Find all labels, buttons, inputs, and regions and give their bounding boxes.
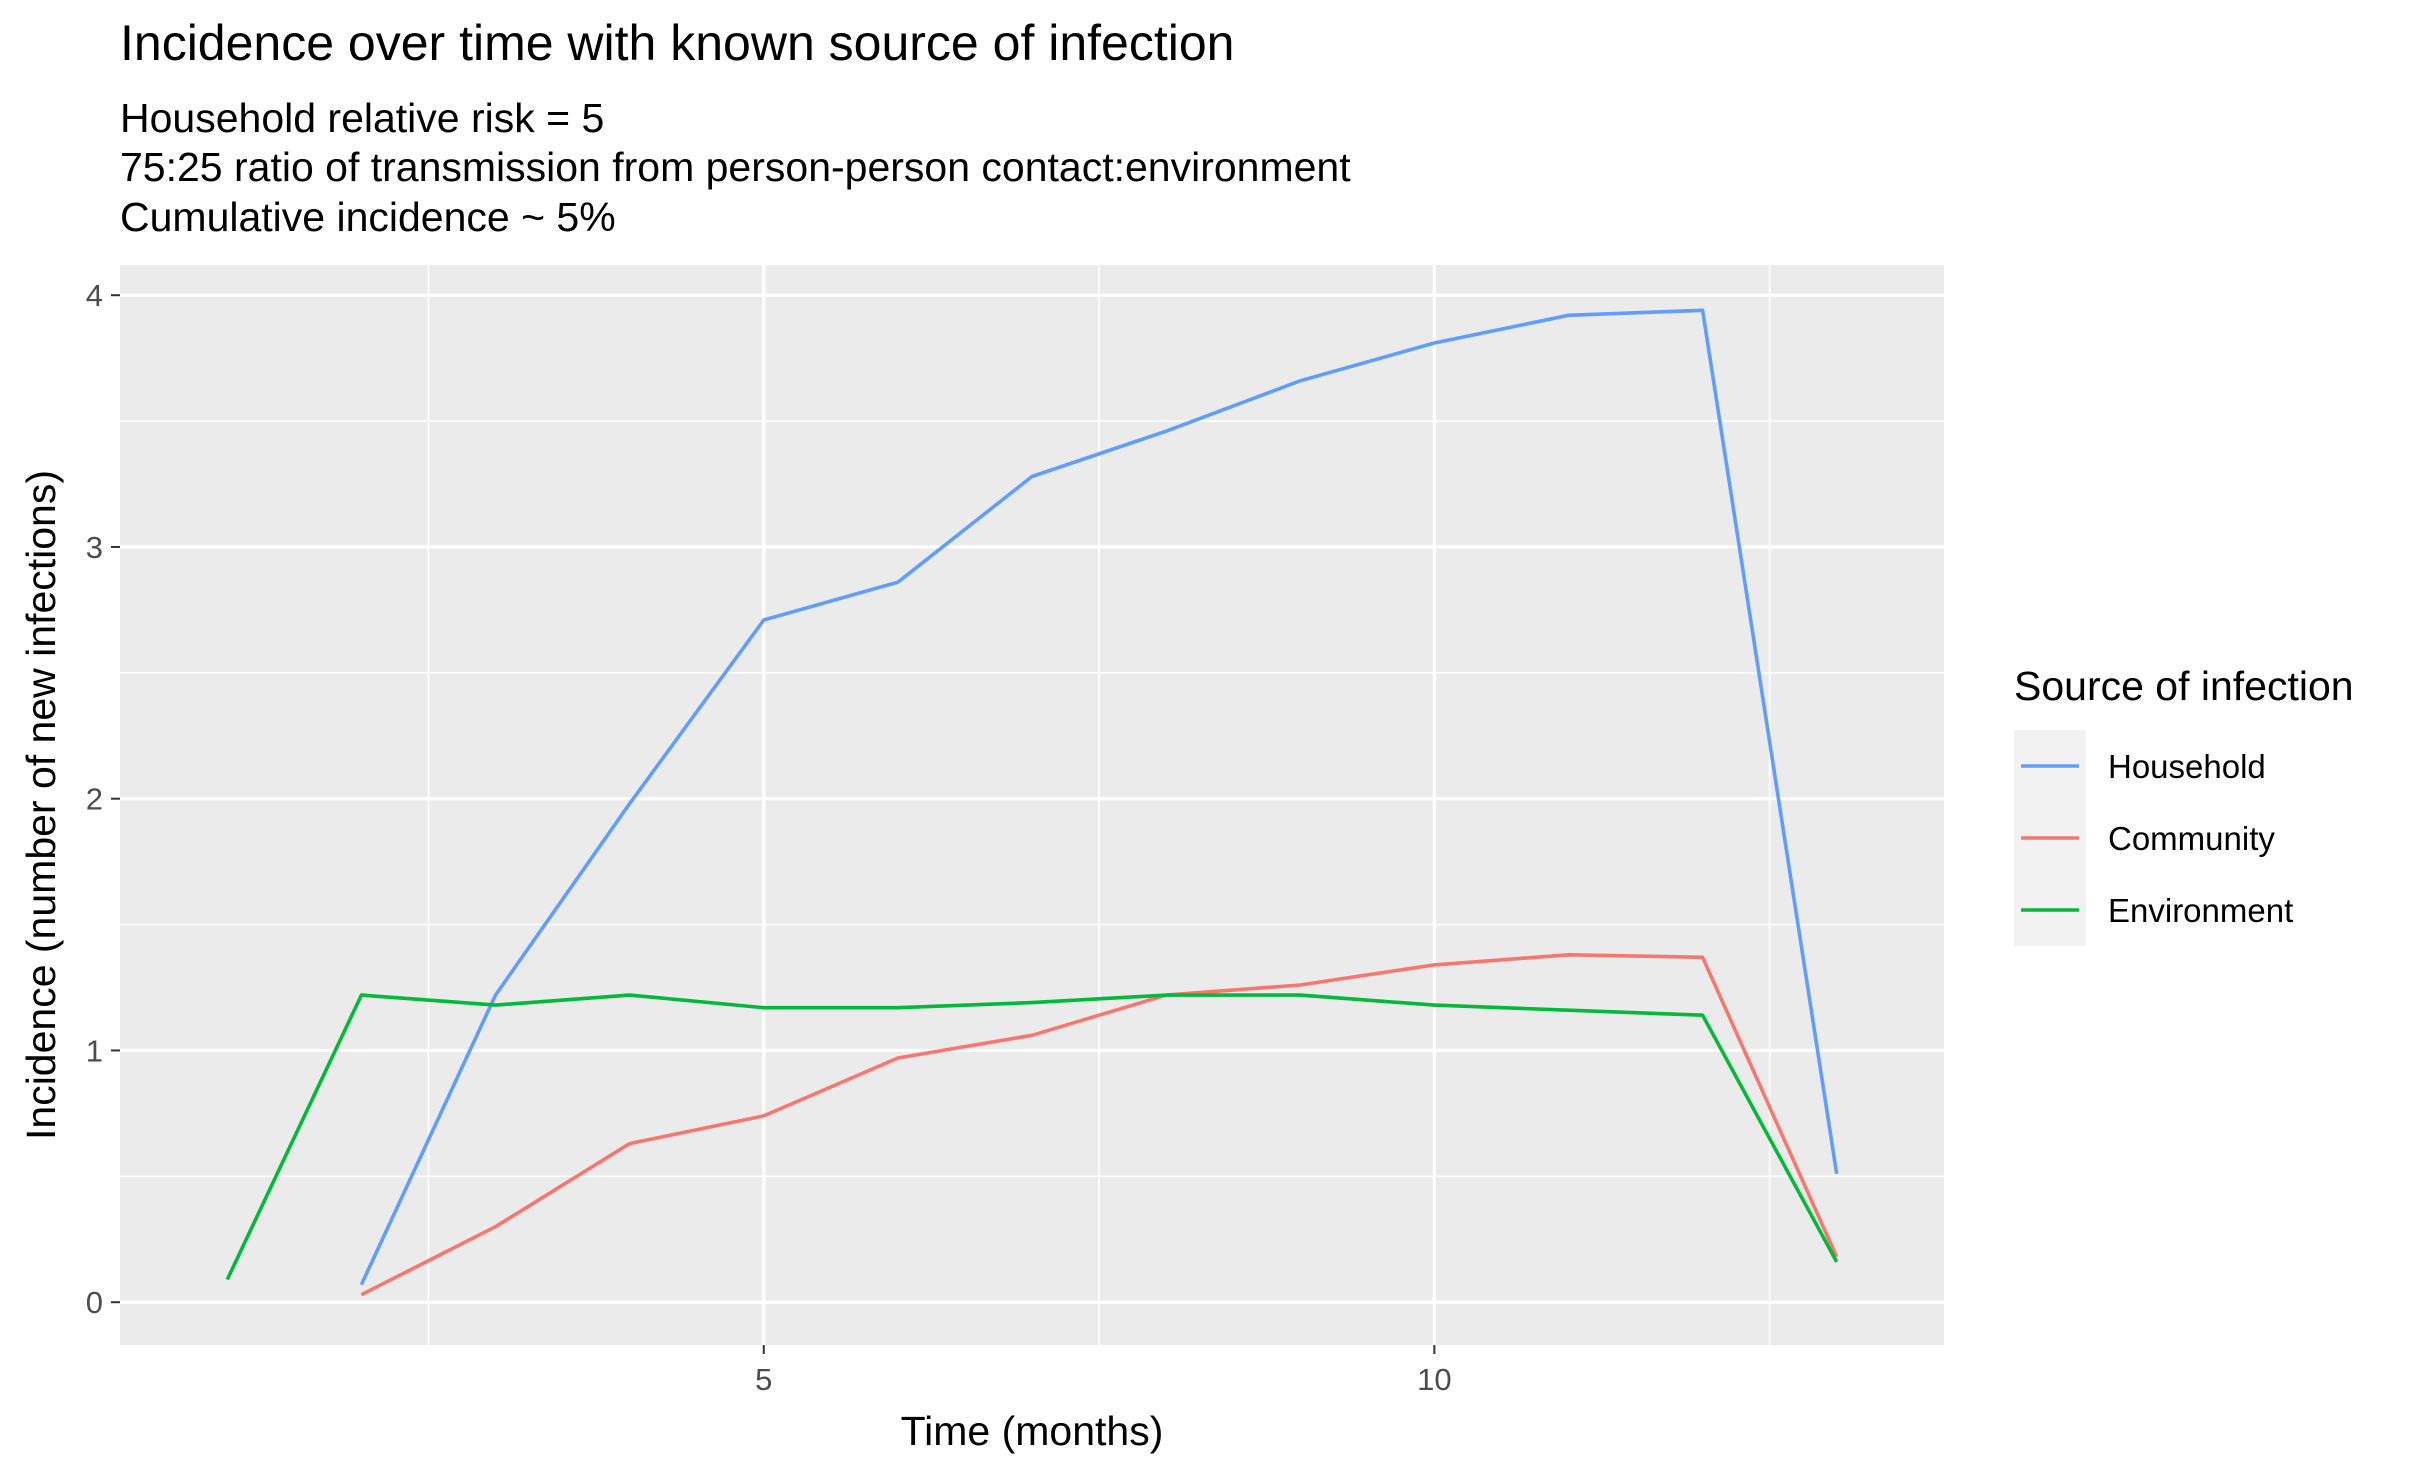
chart-subtitle-line-2: 75:25 ratio of transmission from person-…	[120, 144, 1351, 190]
legend-title: Source of infection	[2014, 663, 2354, 709]
series-line-household	[359, 308, 1839, 1286]
chart-title: Incidence over time with known source of…	[120, 15, 1234, 71]
y-tick-label: 0	[86, 1285, 103, 1320]
chart-subtitle-line-3: Cumulative incidence ~ 5%	[120, 194, 616, 240]
grid-minor	[120, 265, 1944, 1345]
grid-major	[120, 265, 1944, 1345]
x-axis-title: Time (months)	[901, 1408, 1164, 1454]
y-tick-label: 3	[86, 530, 103, 565]
y-axis: 0 1 2 3 4	[86, 278, 120, 1320]
series-line-community	[360, 952, 1839, 1297]
legend-label-community: Community	[2108, 820, 2275, 857]
x-tick-label: 5	[755, 1362, 772, 1397]
y-tick-label: 2	[86, 782, 103, 817]
legend-items: Household Community Environment	[2021, 748, 2293, 929]
legend: Source of infection Household Community En…	[2014, 663, 2354, 946]
chart-subtitle-line-1: Household relative risk = 5	[120, 95, 604, 141]
y-tick-label: 1	[86, 1033, 103, 1068]
x-axis: 5 10	[755, 1345, 1452, 1397]
legend-label-environment: Environment	[2108, 892, 2293, 929]
plot-panel	[120, 265, 1944, 1345]
legend-label-household: Household	[2108, 748, 2266, 785]
x-tick-label: 10	[1417, 1362, 1451, 1397]
y-tick-label: 4	[86, 278, 103, 313]
series-line-environment	[225, 993, 1839, 1281]
series-lines	[225, 308, 1839, 1297]
y-axis-title: Incidence (number of new infections)	[18, 470, 64, 1140]
